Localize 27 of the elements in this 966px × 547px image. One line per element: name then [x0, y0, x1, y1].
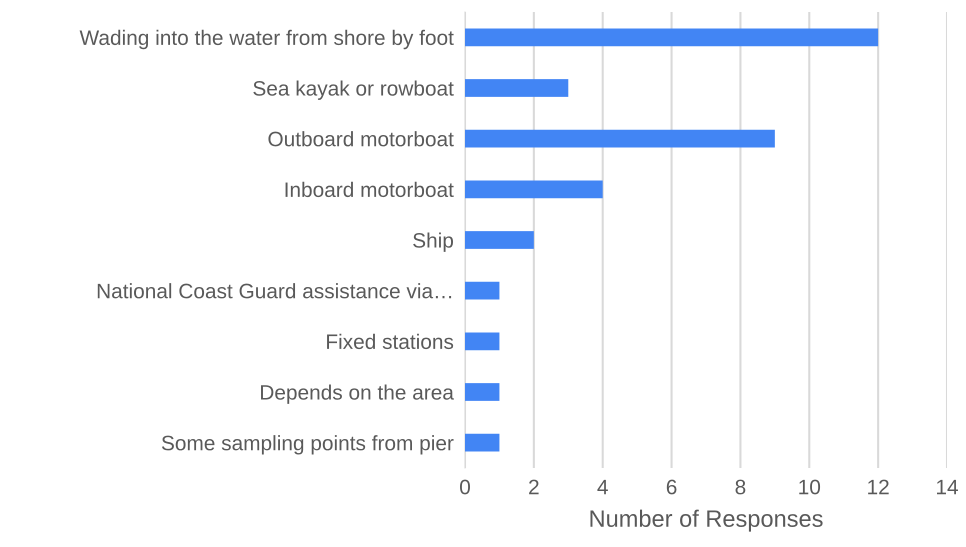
bar	[465, 180, 603, 198]
y-tick-label: Depends on the area	[261, 384, 454, 404]
y-tick-label: National Coast Guard assistance via…	[98, 283, 452, 298]
x-tick-label: 4	[597, 480, 608, 494]
bar	[465, 130, 775, 148]
bar	[465, 282, 500, 300]
x-tick-label: 0	[460, 480, 470, 494]
y-tick-label: Ship	[413, 232, 454, 252]
bar	[465, 332, 500, 350]
x-tick-label: 14	[937, 480, 958, 494]
y-tick-label: Fixed stations	[327, 334, 454, 350]
y-tick-label: Some sampling points from pier	[162, 435, 454, 455]
bar	[465, 79, 568, 97]
x-tick-label: 6	[666, 480, 676, 494]
y-tick-label: Wading into the water from shore by foot	[80, 30, 454, 50]
y-tick-label: Inboard motorboat	[286, 182, 454, 198]
bar	[465, 383, 500, 401]
x-tick-label: 2	[529, 480, 539, 494]
bar	[465, 434, 500, 452]
bar	[465, 231, 534, 249]
x-axis-title: Number of Responses	[590, 510, 823, 532]
x-tick-label: 12	[868, 480, 889, 494]
x-tick-label: 8	[736, 480, 746, 494]
y-tick-label: Outboard motorboat	[268, 131, 454, 146]
x-tick-label: 10	[799, 480, 820, 494]
bar	[465, 28, 878, 46]
y-tick-label: Sea kayak or rowboat	[253, 80, 454, 100]
